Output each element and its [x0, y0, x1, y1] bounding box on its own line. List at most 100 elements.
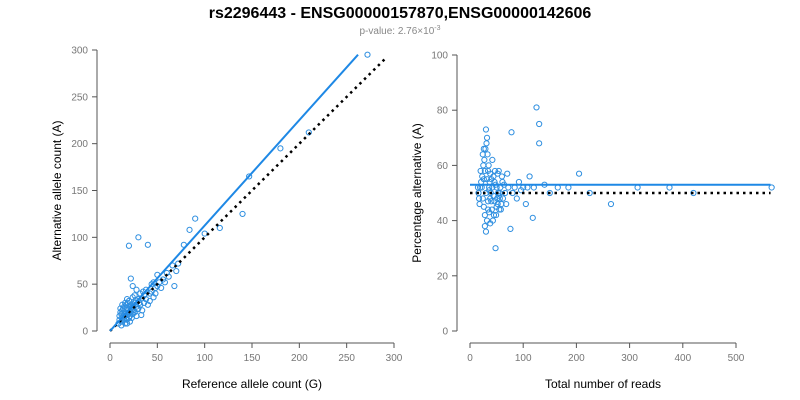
- data-point: [517, 187, 525, 194]
- data-point: [494, 170, 501, 177]
- data-point: [484, 167, 492, 175]
- y-axis-label: Percentage alternative (A): [410, 123, 424, 262]
- data-point: [488, 198, 495, 205]
- data-point: [493, 203, 500, 210]
- data-point: [479, 195, 486, 202]
- allele-count-panel: 0 50 100 150 200 250 300 0 50 100 150 200 250 300 Refe…: [50, 46, 403, 392]
- data-point: [504, 170, 511, 177]
- data-point: [483, 140, 490, 147]
- data-point: [487, 220, 494, 227]
- data-point: [481, 223, 488, 230]
- fit-line: [109, 54, 359, 332]
- data-point: [483, 176, 491, 183]
- data-point: [119, 301, 126, 308]
- data-point: [127, 275, 134, 282]
- x-tick-label: 100: [515, 353, 532, 364]
- data-point: [495, 189, 502, 197]
- p-value-exponent: -3: [434, 25, 440, 32]
- data-point: [481, 167, 488, 175]
- data-point: [498, 200, 505, 208]
- data-point: [490, 211, 498, 219]
- data-point: [173, 267, 180, 275]
- x-tick-label: 0: [467, 353, 473, 364]
- y-tick-label: 300: [71, 46, 88, 57]
- data-point: [481, 211, 488, 219]
- data-point: [171, 282, 178, 290]
- data-point: [546, 189, 553, 197]
- data-point: [533, 104, 540, 111]
- y-tick-label: 80: [437, 106, 449, 117]
- data-point: [485, 162, 492, 169]
- data-point: [690, 189, 697, 197]
- data-point: [239, 210, 246, 218]
- data-point: [490, 173, 497, 180]
- y-tick-label: 100: [71, 233, 88, 244]
- data-point: [479, 151, 486, 158]
- data-point: [486, 209, 493, 216]
- data-point: [607, 200, 615, 208]
- data-point: [529, 214, 536, 221]
- data-point: [536, 120, 543, 128]
- data-point: [150, 279, 157, 286]
- data-point: [480, 162, 487, 169]
- data-point: [522, 200, 529, 208]
- x-tick-label: 50: [152, 353, 164, 364]
- data-point: [481, 156, 488, 163]
- y-tick-label: 150: [71, 186, 88, 197]
- data-point: [575, 170, 583, 177]
- data-point: [305, 129, 312, 136]
- data-point: [246, 173, 253, 180]
- p-value-text: p-value: 2.76×10: [359, 26, 434, 37]
- x-tick-label: 200: [568, 353, 585, 364]
- data-point: [483, 134, 491, 141]
- y-axis-label: Alternative allele count (A): [50, 120, 64, 260]
- data-point: [484, 206, 492, 213]
- percentage-panel: 0 100 200 300 400 500 0 20 40 60 80 100 Total number…: [410, 51, 775, 391]
- data-point: [137, 301, 144, 308]
- chart-title: rs2296443 - ENSG00000157870,ENSG00000142…: [209, 5, 592, 22]
- data-point: [495, 167, 502, 175]
- data-point: [152, 290, 159, 297]
- data-point: [139, 307, 146, 314]
- data-point: [526, 173, 533, 180]
- data-point: [489, 156, 496, 163]
- data-point: [492, 245, 499, 252]
- data-point: [364, 51, 371, 58]
- x-tick-label: 0: [107, 353, 113, 364]
- x-tick-label: 100: [196, 353, 213, 364]
- data-point: [495, 192, 502, 199]
- data-point: [175, 260, 182, 267]
- data-point: [536, 140, 543, 147]
- data-point: [201, 230, 208, 237]
- x-tick-label: 200: [291, 353, 308, 364]
- x-tick-label: 400: [674, 353, 691, 364]
- data-point: [492, 211, 500, 219]
- x-axis-label: Total number of reads: [545, 377, 661, 391]
- reference-line: [109, 56, 388, 332]
- y-tick-label: 20: [437, 271, 449, 282]
- y-tick-label: 40: [437, 216, 449, 227]
- data-point: [133, 286, 140, 293]
- data-point: [124, 299, 132, 306]
- data-point: [120, 305, 127, 312]
- data-point: [148, 281, 155, 288]
- x-tick-label: 300: [386, 353, 403, 364]
- data-point: [487, 195, 494, 202]
- data-point: [768, 184, 775, 191]
- data-point: [125, 242, 133, 249]
- x-axis-label: Reference allele count (G): [182, 377, 322, 391]
- y-tick-label: 50: [77, 280, 89, 291]
- data-point: [161, 279, 169, 286]
- y-tick-label: 200: [71, 139, 88, 150]
- data-point: [192, 215, 199, 222]
- data-point: [129, 303, 136, 310]
- y-tick-label: 250: [71, 92, 88, 103]
- data-point: [186, 226, 193, 233]
- data-point: [507, 225, 514, 232]
- data-point: [496, 195, 503, 202]
- data-point: [135, 234, 142, 241]
- data-point: [158, 284, 165, 292]
- data-point: [127, 305, 134, 312]
- data-point: [129, 282, 136, 290]
